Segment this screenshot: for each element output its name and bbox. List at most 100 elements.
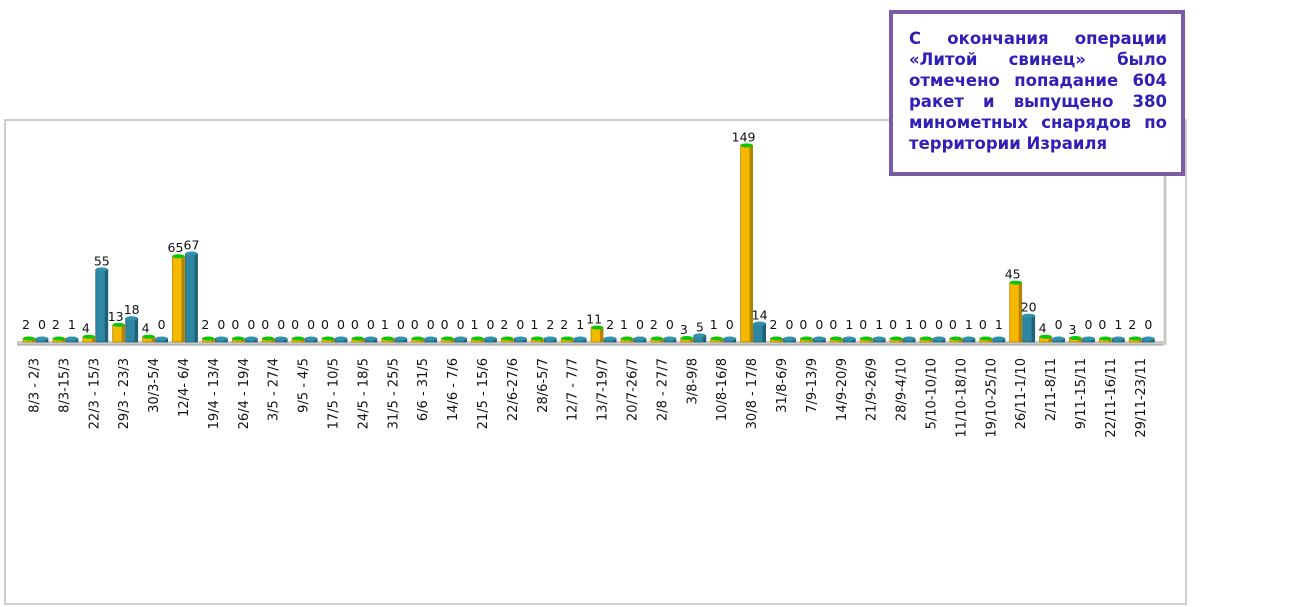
bar-series-2-top	[783, 336, 796, 341]
bar-series-1-top	[232, 336, 245, 341]
x-tick-label: 8/3 - 2/3	[28, 358, 43, 413]
value-label: 14	[752, 308, 768, 323]
value-label: 13	[108, 309, 124, 324]
value-label: 0	[799, 317, 807, 332]
value-label: 0	[636, 317, 644, 332]
x-tick-label: 17/5 - 10/5	[327, 358, 342, 429]
value-label: 1	[995, 317, 1003, 332]
x-tick-labels-layer: 8/3 - 2/3 8/3-15/3 22/3 - 15/3 29/3 - 23/3 3…	[28, 358, 1149, 438]
bar-series-2-top	[663, 336, 676, 341]
bar-series-2-top	[185, 251, 198, 256]
bar-series-1-top	[531, 336, 544, 341]
bar-series-2-side	[1151, 339, 1155, 342]
value-label: 11	[586, 311, 602, 326]
bar-series-2-top	[215, 336, 228, 341]
value-label: 0	[1085, 317, 1093, 332]
value-label: 4	[1039, 321, 1047, 336]
bar-series-1-top	[680, 336, 693, 341]
bar-series-1-top	[441, 336, 454, 341]
value-label: 1	[965, 317, 973, 332]
bar-series-2-side	[104, 270, 108, 342]
bar-series-1-top	[621, 336, 633, 341]
bar-series-2-side	[463, 339, 467, 342]
value-label: 0	[217, 317, 225, 332]
bar-series-2-side	[1121, 339, 1125, 342]
value-label: 1	[620, 317, 628, 332]
bar-series-1-top	[1129, 336, 1142, 341]
bar-series-1-top	[800, 336, 813, 341]
bar-series-1-side	[630, 339, 633, 342]
bar-series-2-top	[364, 336, 377, 341]
value-label: 2	[546, 317, 554, 332]
x-tick-label: 29/3 - 23/3	[117, 358, 132, 429]
bar-series-2-side	[284, 339, 288, 342]
x-tick-label: 24/5 - 18/5	[356, 358, 371, 429]
value-label: 0	[291, 317, 299, 332]
x-tick-label: 28/6-5/7	[536, 358, 551, 413]
bar-series-1-top	[979, 336, 992, 341]
bar-series-2-top	[873, 336, 886, 341]
value-label: 149	[732, 129, 756, 144]
bar-series-2-top	[1142, 336, 1155, 341]
bar-series-2-top	[36, 336, 48, 341]
bar-series-1-top	[322, 336, 334, 341]
x-tick-label: 19/4 - 13/4	[207, 358, 222, 429]
bar-series-2-side	[74, 339, 78, 342]
value-label: 1	[68, 317, 76, 332]
value-label: 2	[650, 317, 658, 332]
x-tick-label: 12/4- 6/4	[177, 358, 192, 417]
bar-series-1-side	[331, 339, 334, 342]
bar-series-2-side	[433, 339, 437, 342]
x-tick-label: 31/5 - 25/5	[386, 358, 401, 429]
bar-series-1-side	[689, 339, 693, 342]
x-tick-label: 19/10-25/10	[984, 358, 999, 438]
bar-series-1-top	[1069, 336, 1082, 341]
value-label: 0	[889, 317, 897, 332]
x-tick-label: 14/6 - 7/6	[446, 358, 461, 421]
bar-series-1-side	[480, 339, 484, 342]
value-label: 0	[979, 317, 987, 332]
bar-series-2-side	[373, 339, 377, 342]
value-label: 0	[367, 317, 375, 332]
bar-series-2-side	[553, 339, 557, 342]
bar-series-2-side	[314, 339, 318, 342]
bar-series-1-side	[929, 339, 932, 342]
x-tick-label: 6/6 - 31/5	[416, 358, 431, 421]
bar-series-2-top	[454, 336, 467, 341]
bar-series-2-top	[1112, 336, 1125, 341]
bar-series-1-side	[899, 339, 903, 342]
bar-series-2-top	[65, 336, 78, 341]
bar-series-2-side	[1031, 316, 1035, 342]
bar-series-1-top	[1009, 280, 1022, 285]
bar-series-2-top	[723, 336, 736, 341]
value-label: 0	[247, 317, 255, 332]
bar-series-1-top	[501, 336, 514, 341]
bar-series-2-top	[95, 267, 108, 272]
value-label: 65	[168, 240, 184, 255]
bar-series-2-side	[912, 339, 916, 342]
value-label: 0	[397, 317, 405, 332]
bar-series-2-side	[254, 339, 258, 342]
bar-series-2-top	[693, 333, 706, 338]
bar-series-2-top	[544, 336, 557, 341]
x-tick-label: 22/3 - 15/3	[87, 358, 102, 429]
x-tick-label: 21/5 - 15/6	[476, 358, 491, 429]
bar-series-2-side	[45, 339, 48, 342]
bar-series-2-top	[305, 336, 318, 341]
bar-series-2-top	[992, 336, 1005, 341]
bar-series-2-side	[1091, 339, 1095, 342]
value-label: 55	[94, 253, 110, 268]
x-tick-label: 20/7-26/7	[626, 358, 641, 421]
bar-series-2-top	[962, 336, 975, 341]
bar-series-1-side	[869, 339, 873, 342]
bar-series-1-side	[420, 339, 424, 342]
x-tick-label: 30/3-5/4	[147, 358, 162, 413]
value-label: 2	[52, 317, 60, 332]
bar-series-2-top	[394, 336, 407, 341]
bar-series-1-top	[112, 322, 125, 327]
bar-series-1-top	[650, 336, 663, 341]
bar-series-2-top	[1082, 336, 1095, 341]
bar-series-1-side	[32, 339, 35, 342]
bar-series-2-top	[1052, 336, 1065, 341]
